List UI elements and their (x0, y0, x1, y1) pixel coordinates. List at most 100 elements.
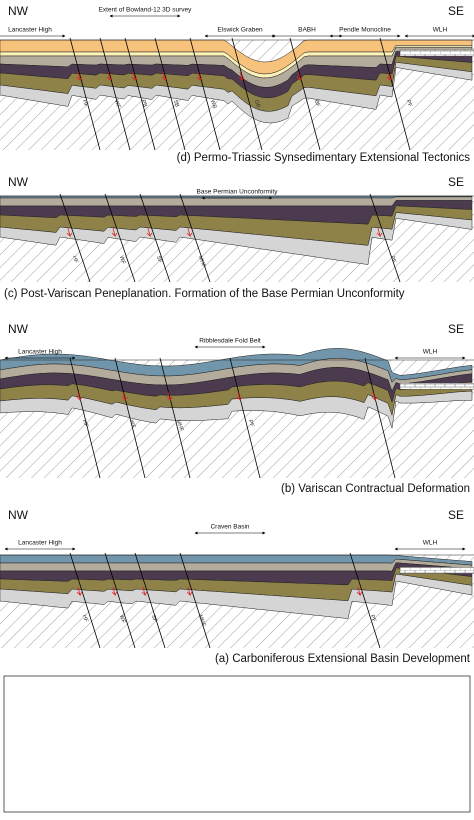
se-label: SE (448, 508, 464, 522)
annotation: BABH (298, 27, 316, 34)
fault-label: PB (140, 99, 148, 108)
fault-arrow (186, 586, 193, 597)
fault-arrow (106, 71, 113, 82)
annotation: Extent of Bowland-12 3D survey (99, 7, 193, 14)
fault-arrow (141, 586, 148, 597)
fault-arrow (376, 227, 383, 238)
fault-arrow (371, 391, 378, 402)
legend-box (3, 675, 471, 813)
caption: (d) Permo-Triassic Synsedimentary Extens… (177, 152, 471, 164)
fault-arrow (121, 391, 128, 402)
fault (69, 37, 101, 151)
annotation: Lancaster High (18, 540, 62, 547)
fault-label: WB (209, 99, 218, 110)
fault (364, 357, 396, 479)
fault (289, 37, 321, 151)
fault-label: WF (118, 255, 127, 266)
fault-arrow (296, 71, 303, 82)
fault (134, 552, 166, 649)
fault-arrow (166, 391, 173, 402)
se-label: SE (448, 175, 464, 189)
platform-carbonates (399, 567, 474, 574)
nw-label: NW (8, 508, 29, 522)
fault-label: WF (128, 419, 137, 430)
fault (104, 193, 136, 283)
se-label: SE (448, 322, 464, 336)
fault-arrow (111, 586, 118, 597)
fault (369, 193, 401, 283)
fault-label: MHF (197, 255, 207, 269)
fault (379, 37, 411, 151)
annotation: Ribblesdale Fold Belt (199, 338, 261, 345)
fault (159, 357, 191, 479)
fault (179, 552, 211, 649)
caption: (a) Carboniferous Extensional Basin Deve… (215, 653, 471, 665)
fault-arrow (236, 391, 243, 402)
fault-arrow (131, 71, 138, 82)
fault (59, 193, 91, 283)
fault-arrow (238, 71, 245, 82)
fault (69, 357, 101, 479)
fault-label: PF (405, 99, 413, 108)
fault-arrow (76, 71, 83, 82)
fault-label: BF (313, 99, 321, 108)
layer-brig (0, 573, 473, 619)
fault-label: GB (253, 99, 261, 109)
fault-arrow (196, 71, 203, 82)
fault-label: PF (389, 255, 397, 264)
fault-label: SF (155, 255, 163, 264)
fault-arrow (161, 71, 168, 82)
fault (124, 37, 156, 151)
fault-label: HF (81, 419, 89, 429)
fault (154, 37, 186, 151)
caption: (c) Post-Variscan Peneplanation. Formati… (4, 288, 405, 300)
caption: (b) Variscan Contractual Deformation (281, 483, 470, 495)
fault (349, 552, 381, 649)
annotation: Pendle Monocline (339, 27, 391, 34)
nw-label: NW (8, 175, 29, 189)
annotation: Craven Basin (210, 524, 249, 531)
fault-arrow (76, 586, 83, 597)
fault-arrow (66, 227, 73, 238)
fault-label: HF (81, 99, 89, 109)
fault-label: SB (172, 99, 180, 108)
fault (189, 37, 221, 151)
fault (99, 37, 131, 151)
annotation: Elswick Graben (217, 27, 263, 34)
sections (0, 37, 474, 649)
nw-label: NW (8, 4, 29, 18)
nw-label: NW (8, 322, 29, 336)
fault (231, 37, 263, 151)
fault-label: PF (369, 614, 377, 623)
annotation: WLH (423, 349, 438, 356)
annotation: Lancaster High (8, 27, 52, 34)
fault-label: HF (71, 255, 79, 265)
annotation: WLH (433, 27, 448, 34)
fault-label: PF (247, 419, 255, 428)
se-label: SE (448, 4, 464, 18)
layer-brig (0, 62, 473, 124)
layer-brig (0, 390, 473, 429)
fault (139, 193, 171, 283)
fault (114, 357, 146, 479)
annotation: Lancaster High (18, 349, 62, 356)
fault-arrow (356, 586, 363, 597)
fault-arrow (146, 227, 153, 238)
fault (229, 357, 261, 479)
fault-label: WF (113, 99, 122, 110)
fault-label: MHF (175, 419, 185, 433)
fault (104, 552, 136, 649)
fault (179, 193, 211, 283)
fault-arrow (186, 227, 193, 238)
annotation: WLH (423, 540, 438, 547)
fault-label: SF (150, 614, 158, 623)
annotation: Base Permian Unconformity (197, 189, 279, 196)
fault-label: HF (81, 614, 89, 624)
layer-brig (0, 212, 473, 265)
fault (69, 552, 101, 649)
fault-arrow (76, 391, 83, 402)
fault-label: WF (118, 614, 127, 625)
fault-label: MHF (197, 614, 207, 628)
fault-arrow (386, 71, 393, 82)
